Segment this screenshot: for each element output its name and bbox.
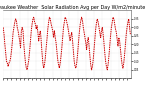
Title: Milwaukee Weather  Solar Radiation Avg per Day W/m2/minute: Milwaukee Weather Solar Radiation Avg pe… (0, 5, 145, 10)
